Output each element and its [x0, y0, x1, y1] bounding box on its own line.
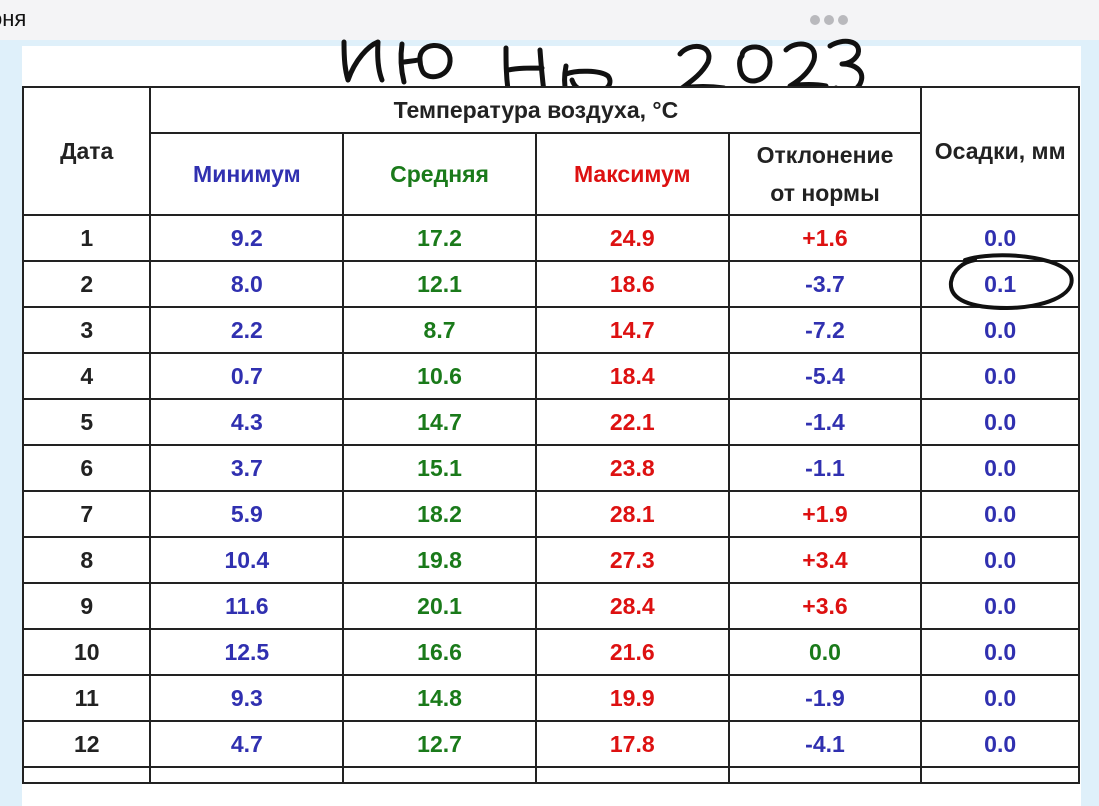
header-deviation-line2: от нормы: [770, 180, 880, 206]
table-row: 1 9.2 17.2 24.9 +1.6 0.0: [21, 214, 1080, 262]
cell-precip: 0.0: [920, 306, 1080, 354]
cell-deviation: -1.9: [727, 674, 923, 722]
page-title: оня: [0, 6, 27, 31]
cell-max: 19.9: [534, 674, 730, 722]
cell-deviation: 0.0: [727, 628, 923, 676]
header-avg: Средняя: [342, 132, 537, 216]
cell-avg: 12.7: [342, 720, 537, 768]
table-row: 7 5.9 18.2 28.1 +1.9 0.0: [21, 490, 1080, 538]
cell-avg: 10.6: [342, 352, 537, 400]
cell-min: 9.2: [149, 214, 345, 262]
header-date: Дата: [21, 86, 152, 216]
header-temperature: Температура воздуха, °С: [149, 86, 923, 134]
cell-avg: 12.1: [342, 260, 537, 308]
cell-deviation: +1.6: [727, 214, 923, 262]
cell-date: 1: [21, 214, 152, 262]
table-row: 3 2.2 8.7 14.7 -7.2 0.0: [21, 306, 1080, 354]
cell-avg: 16.6: [342, 628, 537, 676]
cell-precip: 0.0: [920, 444, 1080, 492]
cell-avg: 14.8: [342, 674, 537, 722]
cell-min: 8.0: [149, 260, 345, 308]
cell-precip: 0.0: [920, 352, 1080, 400]
cell-min: 0.7: [149, 352, 345, 400]
cell-min: 4.3: [149, 398, 345, 446]
cell-deviation: -4.1: [727, 720, 923, 768]
cell-min: 9.3: [149, 674, 345, 722]
table-row: 6 3.7 15.1 23.8 -1.1 0.0: [21, 444, 1080, 492]
cell-date: 10: [21, 628, 152, 676]
header-max: Максимум: [534, 132, 730, 216]
cell-max: 21.6: [534, 628, 730, 676]
cell-min: 10.4: [149, 536, 345, 584]
cell-max: 28.1: [534, 490, 730, 538]
table-row: 8 10.4 19.8 27.3 +3.4 0.0: [21, 536, 1080, 584]
cell-date: 12: [21, 720, 152, 768]
cell-date: 2: [21, 260, 152, 308]
cell-precip: 0.0: [920, 582, 1080, 630]
cell-max: 18.6: [534, 260, 730, 308]
table-row-partial: [21, 766, 1080, 784]
cell-max: 28.4: [534, 582, 730, 630]
cell-date: 3: [21, 306, 152, 354]
cell-min: 3.7: [149, 444, 345, 492]
climate-table: Дата Температура воздуха, °С Осадки, мм …: [21, 86, 1080, 784]
cell-min: 12.5: [149, 628, 345, 676]
cell-deviation: -1.4: [727, 398, 923, 446]
cell-avg: 14.7: [342, 398, 537, 446]
cell-deviation: +3.4: [727, 536, 923, 584]
cell-max: 14.7: [534, 306, 730, 354]
table-row: 11 9.3 14.8 19.9 -1.9 0.0: [21, 674, 1080, 722]
table-row: 5 4.3 14.7 22.1 -1.4 0.0: [21, 398, 1080, 446]
cell-avg: 20.1: [342, 582, 537, 630]
header-deviation: Отклонение от нормы: [727, 132, 923, 216]
table-row: 4 0.7 10.6 18.4 -5.4 0.0: [21, 352, 1080, 400]
cell-date: 11: [21, 674, 152, 722]
header-min: Минимум: [149, 132, 345, 216]
cell-max: 17.8: [534, 720, 730, 768]
table-row: 10 12.5 16.6 21.6 0.0 0.0: [21, 628, 1080, 676]
more-dots-icon[interactable]: [810, 14, 854, 26]
hand-drawn-circle-icon: [948, 253, 1074, 311]
cell-max: 24.9: [534, 214, 730, 262]
cell-date: 9: [21, 582, 152, 630]
cell-precip: 0.0: [920, 674, 1080, 722]
cell-date: 4: [21, 352, 152, 400]
table-row: 9 11.6 20.1 28.4 +3.6 0.0: [21, 582, 1080, 630]
cell-deviation: -5.4: [727, 352, 923, 400]
cell-deviation: +1.9: [727, 490, 923, 538]
top-bar: оня: [0, 0, 1099, 40]
cell-min: 4.7: [149, 720, 345, 768]
table-row: 2 8.0 12.1 18.6 -3.7 0.1: [21, 260, 1080, 308]
cell-avg: 15.1: [342, 444, 537, 492]
cell-precip: 0.0: [920, 628, 1080, 676]
cell-deviation: -7.2: [727, 306, 923, 354]
cell-date: 7: [21, 490, 152, 538]
cell-date: 6: [21, 444, 152, 492]
cell-precip: 0.0: [920, 398, 1080, 446]
cell-min: 11.6: [149, 582, 345, 630]
cell-precip: 0.0: [920, 536, 1080, 584]
cell-date: 5: [21, 398, 152, 446]
cell-min: 2.2: [149, 306, 345, 354]
cell-avg: 18.2: [342, 490, 537, 538]
cell-min: 5.9: [149, 490, 345, 538]
cell-deviation: -3.7: [727, 260, 923, 308]
cell-precip: 0.0: [920, 720, 1080, 768]
cell-precip: 0.0: [920, 490, 1080, 538]
cell-avg: 8.7: [342, 306, 537, 354]
cell-avg: 17.2: [342, 214, 537, 262]
cell-date: 8: [21, 536, 152, 584]
cell-deviation: -1.1: [727, 444, 923, 492]
cell-avg: 19.8: [342, 536, 537, 584]
cell-deviation: +3.6: [727, 582, 923, 630]
table-row: 12 4.7 12.7 17.8 -4.1 0.0: [21, 720, 1080, 768]
header-precip: Осадки, мм: [920, 86, 1080, 216]
cell-max: 23.8: [534, 444, 730, 492]
cell-max: 27.3: [534, 536, 730, 584]
cell-max: 18.4: [534, 352, 730, 400]
cell-max: 22.1: [534, 398, 730, 446]
header-deviation-line1: Отклонение: [756, 142, 894, 168]
